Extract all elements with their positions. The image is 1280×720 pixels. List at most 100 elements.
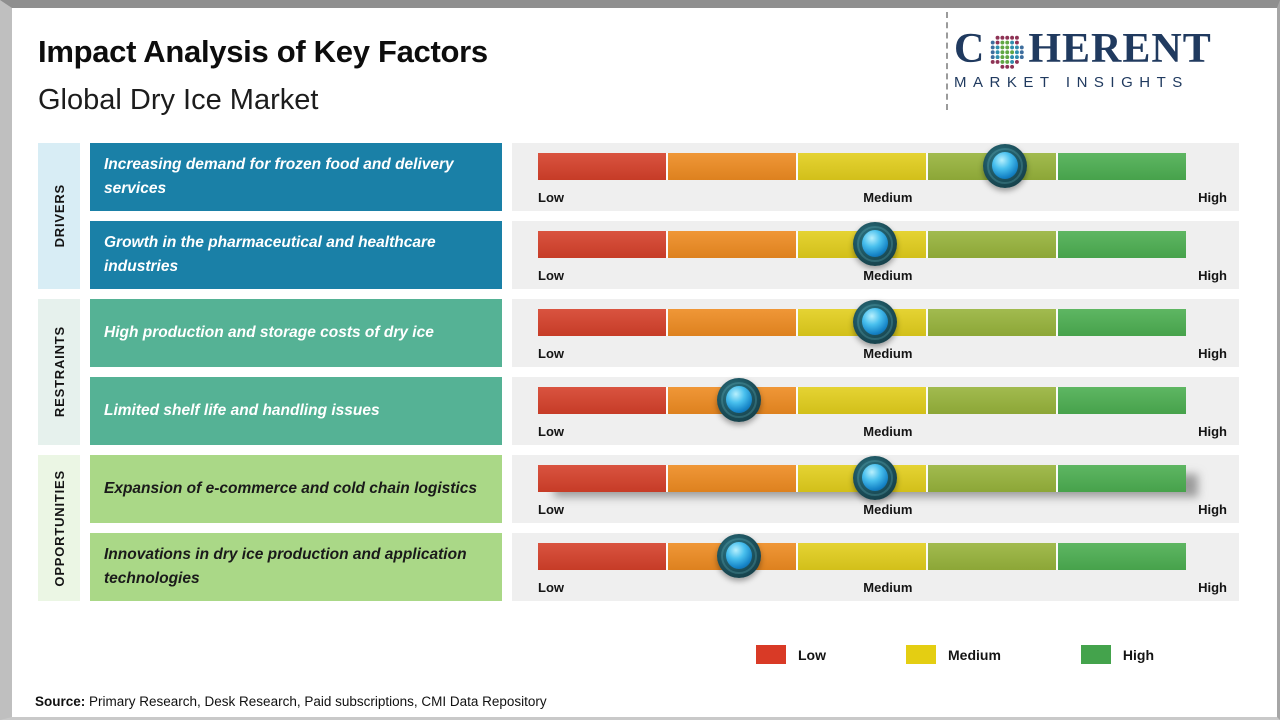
category-box-restraints: RESTRAINTS bbox=[38, 299, 80, 445]
bar-segment-5 bbox=[1058, 309, 1186, 336]
factor-box: Expansion of e-commerce and cold chain l… bbox=[90, 455, 502, 523]
bar-segment-5 bbox=[1058, 231, 1186, 258]
bar-segment-2 bbox=[668, 309, 796, 336]
bar-segment-4 bbox=[928, 231, 1056, 258]
company-logo: C HERENT MARKET INSIGHTS bbox=[954, 28, 1269, 91]
factor-text: Increasing demand for frozen food and de… bbox=[104, 155, 454, 197]
factor-text: Growth in the pharmaceutical and healthc… bbox=[104, 233, 436, 275]
page-title: Impact Analysis of Key Factors bbox=[38, 34, 488, 69]
bar-segment-5 bbox=[1058, 543, 1186, 570]
legend-swatch-high bbox=[1080, 645, 1111, 664]
factor-box: Limited shelf life and handling issues bbox=[90, 377, 502, 445]
impact-bar-panel: Low Medium High bbox=[512, 377, 1239, 445]
legend-label: Medium bbox=[948, 646, 1001, 663]
impact-bar-panel: Low Medium High bbox=[512, 221, 1239, 289]
factor-box: Innovations in dry ice production and ap… bbox=[90, 533, 502, 601]
factors-grid: DRIVERS Increasing demand for frozen food… bbox=[38, 143, 1239, 601]
factor-box: Increasing demand for frozen food and de… bbox=[90, 143, 502, 211]
category-box-drivers: DRIVERS bbox=[38, 143, 80, 289]
impact-scale-bar bbox=[538, 144, 1186, 188]
bar-segment-5 bbox=[1058, 465, 1186, 492]
logo-tagline: MARKET INSIGHTS bbox=[954, 74, 1189, 91]
scale-label-medium: Medium bbox=[863, 346, 913, 361]
scale-label-low: Low bbox=[538, 190, 564, 205]
factor-text: High production and storage costs of dry… bbox=[104, 323, 434, 341]
bar-segment-4 bbox=[928, 543, 1056, 570]
page-subtitle: Global Dry Ice Market bbox=[38, 84, 319, 116]
impact-marker bbox=[982, 144, 1027, 188]
impact-scale-bar bbox=[538, 534, 1186, 578]
bar-segment-1 bbox=[538, 153, 666, 180]
scale-label-low: Low bbox=[538, 268, 564, 283]
scale-label-low: Low bbox=[538, 580, 564, 595]
bar-segment-2 bbox=[668, 465, 796, 492]
impact-scale-bar bbox=[538, 222, 1186, 266]
impact-marker bbox=[852, 300, 897, 344]
source-note: Source: Primary Research, Desk Research,… bbox=[35, 694, 547, 709]
bar-segment-3 bbox=[798, 153, 926, 180]
legend-label: Low bbox=[798, 646, 826, 663]
legend-item-high: High bbox=[1080, 645, 1154, 664]
factor-box: Growth in the pharmaceutical and healthc… bbox=[90, 221, 502, 289]
logo-word-rest: HERENT bbox=[1028, 26, 1212, 72]
scale-label-high: High bbox=[1198, 268, 1227, 283]
scale-label-medium: Medium bbox=[863, 268, 913, 283]
legend: Low Medium High bbox=[756, 645, 1154, 664]
bar-segment-3 bbox=[798, 387, 926, 414]
impact-scale-bar bbox=[538, 378, 1186, 422]
impact-marker bbox=[716, 378, 761, 422]
legend-item-medium: Medium bbox=[906, 645, 1001, 664]
logo-globe-icon bbox=[986, 31, 1027, 72]
impact-bar-panel: Low Medium High bbox=[512, 533, 1239, 601]
impact-scale-bar bbox=[538, 300, 1186, 344]
category-box-opportunities: OPPORTUNITIES bbox=[38, 455, 80, 601]
legend-swatch-medium bbox=[906, 645, 936, 664]
category-label-drivers: DRIVERS bbox=[51, 184, 67, 248]
bar-segment-4 bbox=[928, 465, 1056, 492]
impact-scale-bar bbox=[538, 456, 1186, 500]
logo-letter-c: C bbox=[954, 26, 986, 72]
impact-marker bbox=[852, 222, 897, 266]
legend-item-low: Low bbox=[756, 645, 826, 664]
scale-label-high: High bbox=[1198, 424, 1227, 439]
bar-segment-1 bbox=[538, 387, 666, 414]
bar-segment-2 bbox=[668, 231, 796, 258]
bar-segment-5 bbox=[1058, 387, 1186, 414]
scale-label-low: Low bbox=[538, 502, 564, 517]
source-text: Primary Research, Desk Research, Paid su… bbox=[85, 694, 547, 709]
factor-text: Limited shelf life and handling issues bbox=[104, 401, 380, 419]
bar-segment-1 bbox=[538, 309, 666, 336]
scale-label-high: High bbox=[1198, 502, 1227, 517]
logo-separator-dashed-line bbox=[946, 12, 948, 110]
bar-segment-1 bbox=[538, 543, 666, 570]
bar-segment-4 bbox=[928, 387, 1056, 414]
legend-swatch-low bbox=[756, 645, 786, 664]
logo-wordmark: C HERENT bbox=[954, 28, 1269, 70]
scale-label-medium: Medium bbox=[863, 502, 913, 517]
scale-label-medium: Medium bbox=[863, 580, 913, 595]
impact-bar-panel: Low Medium High bbox=[512, 455, 1239, 523]
scale-label-high: High bbox=[1198, 190, 1227, 205]
impact-marker bbox=[852, 456, 897, 500]
impact-marker bbox=[716, 534, 761, 578]
bar-segment-3 bbox=[798, 543, 926, 570]
scale-label-medium: Medium bbox=[863, 190, 913, 205]
factor-text: Expansion of e-commerce and cold chain l… bbox=[104, 479, 477, 497]
impact-bar-panel: Low Medium High bbox=[512, 299, 1239, 367]
bar-segment-1 bbox=[538, 465, 666, 492]
category-label-restraints: RESTRAINTS bbox=[51, 326, 67, 418]
legend-label: High bbox=[1122, 646, 1154, 663]
scale-label-low: Low bbox=[538, 346, 564, 361]
factor-text: Innovations in dry ice production and ap… bbox=[104, 545, 467, 587]
bar-segment-1 bbox=[538, 231, 666, 258]
scale-label-high: High bbox=[1198, 346, 1227, 361]
scale-label-low: Low bbox=[538, 424, 564, 439]
bar-segment-5 bbox=[1058, 153, 1186, 180]
source-label: Source: bbox=[35, 694, 86, 709]
bar-segment-4 bbox=[928, 309, 1056, 336]
bar-segment-2 bbox=[668, 153, 796, 180]
category-label-opportunities: OPPORTUNITIES bbox=[51, 469, 67, 587]
impact-bar-panel: Low Medium High bbox=[512, 143, 1239, 211]
factor-box: High production and storage costs of dry… bbox=[90, 299, 502, 367]
